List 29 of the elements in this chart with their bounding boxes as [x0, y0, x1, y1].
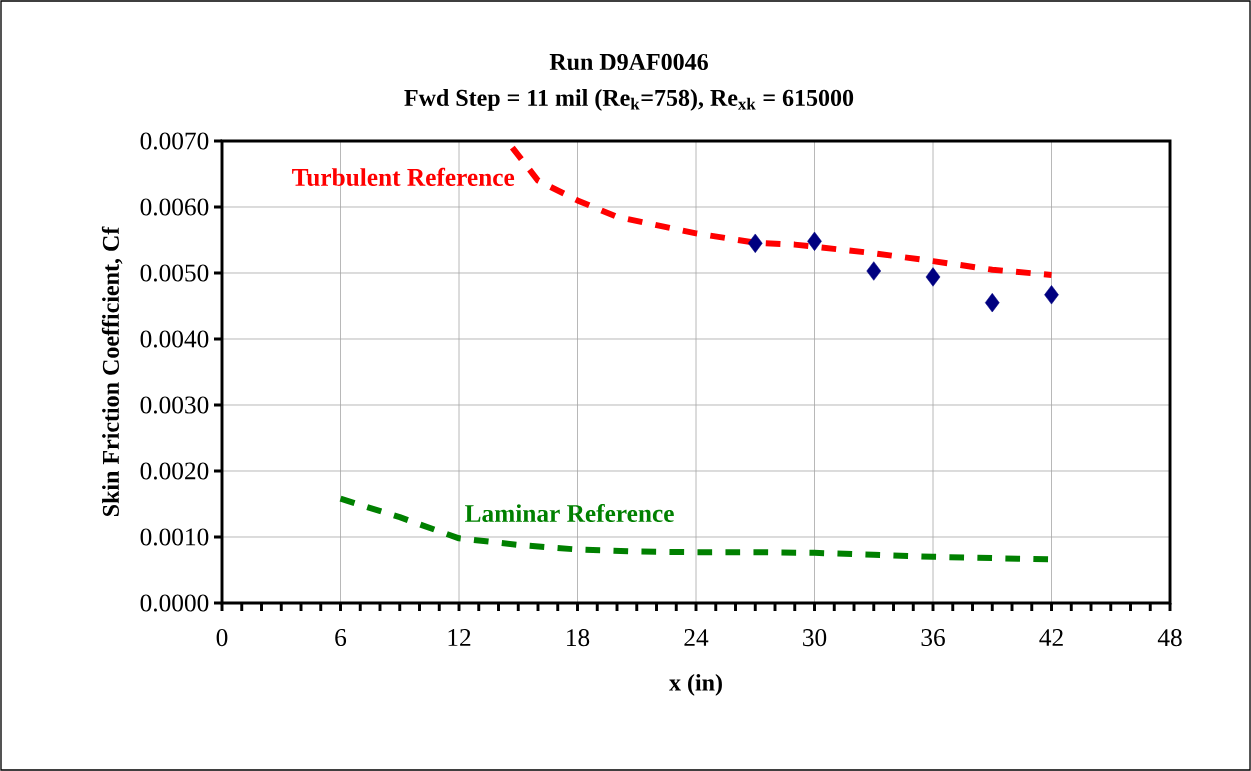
y-tick-label: 0.0000 — [140, 594, 209, 612]
x-tick-label: 36 — [921, 629, 945, 647]
series-label: Laminar Reference — [465, 503, 674, 523]
x-tick-label: 42 — [1039, 629, 1063, 646]
y-tick-label: 0.0030 — [140, 396, 209, 414]
y-tick-label: 0.0050 — [140, 264, 209, 282]
point — [747, 233, 763, 253]
x-tick-label: 6 — [335, 629, 347, 647]
x-tick-label: 24 — [684, 629, 709, 646]
x-tick-label: 12 — [448, 629, 471, 646]
x-tick-label: 48 — [1157, 629, 1182, 647]
y-tick-label: 0.0070 — [140, 132, 209, 150]
y-tick-label: 0.0010 — [140, 528, 209, 546]
point — [984, 293, 1000, 313]
y-tick-label: 0.0060 — [140, 198, 209, 216]
y-axis-title: Skin Friction Coefficient, Cf — [101, 226, 123, 517]
x-axis-title: x (in) — [669, 673, 722, 696]
series-label: Turbulent Reference — [292, 167, 515, 187]
point — [866, 261, 882, 281]
x-tick-label: 0 — [216, 629, 228, 647]
x-tick-label: 30 — [803, 629, 827, 647]
y-tick-label: 0.0020 — [140, 462, 209, 480]
x-tick-label: 18 — [567, 629, 590, 647]
point — [1044, 285, 1059, 305]
chart-title: Run D9AF0046 — [549, 53, 708, 71]
point — [807, 231, 822, 251]
chart-subtitle: Fwd Step = 11 mil (Re$_{k}$=758), Re$_{xk}$ = 615000 — [404, 89, 854, 111]
point — [925, 267, 941, 287]
y-tick-label: 0.0040 — [140, 330, 209, 348]
